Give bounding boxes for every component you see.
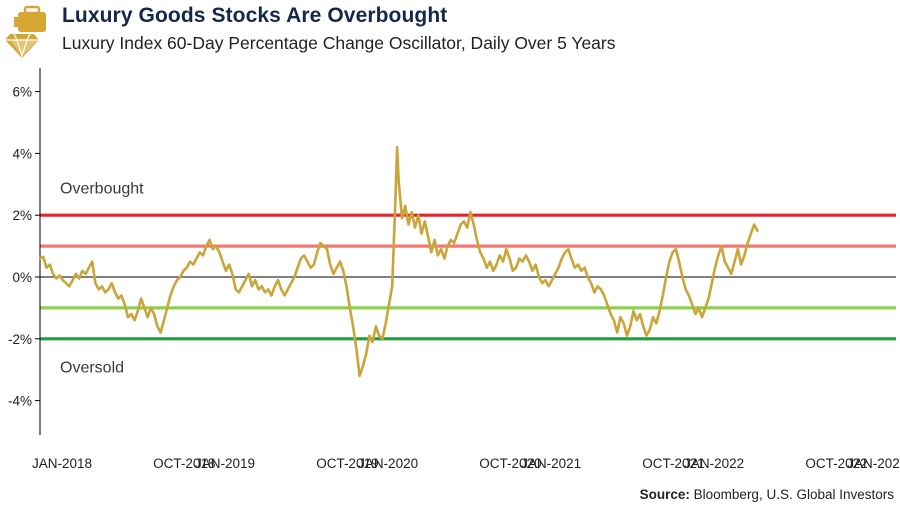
x-tick-label: JAN-2020 (358, 456, 418, 471)
x-tick-label: OCT-2021 (642, 456, 704, 471)
chart-subtitle: Luxury Index 60-Day Percentage Change Os… (62, 33, 616, 53)
reference-lines (40, 213, 896, 341)
y-tick-label: -2% (8, 332, 32, 347)
x-tick-label: OCT-2020 (479, 456, 541, 471)
source-text: Bloomberg, U.S. Global Investors (693, 487, 894, 502)
zone-annotations: Overbought Oversold (60, 180, 144, 376)
x-tick-label: JAN-2022 (684, 456, 744, 471)
luxury-index-oscillator-line (38, 145, 759, 378)
y-axis-ticks: 6% 4% 2% 0% -2% -4% (8, 85, 40, 409)
chart-title: Luxury Goods Stocks Are Overbought (62, 4, 448, 27)
x-tick-label: OCT-2018 (153, 456, 215, 471)
x-tick-label: OCT-2022 (805, 456, 867, 471)
y-tick-label: 2% (12, 208, 32, 223)
zone-label-overbought: Overbought (60, 180, 144, 197)
y-tick-label: 6% (12, 85, 32, 100)
source-note: Source: Bloomberg, U.S. Global Investors (640, 487, 894, 502)
y-tick-label: -4% (8, 394, 32, 409)
x-tick-label: OCT-2019 (316, 456, 378, 471)
gem-briefcase-logo-icon (6, 5, 46, 59)
source-label: Source: (639, 487, 690, 502)
zone-label-oversold: Oversold (60, 360, 124, 377)
y-tick-label: 0% (12, 270, 32, 285)
x-tick-label: JAN-2019 (195, 456, 255, 471)
x-tick-label: JAN-2023 (847, 456, 900, 471)
y-tick-label: 4% (12, 146, 32, 161)
x-tick-label: JAN-2018 (32, 456, 92, 471)
x-tick-label: JAN-2021 (521, 456, 581, 471)
